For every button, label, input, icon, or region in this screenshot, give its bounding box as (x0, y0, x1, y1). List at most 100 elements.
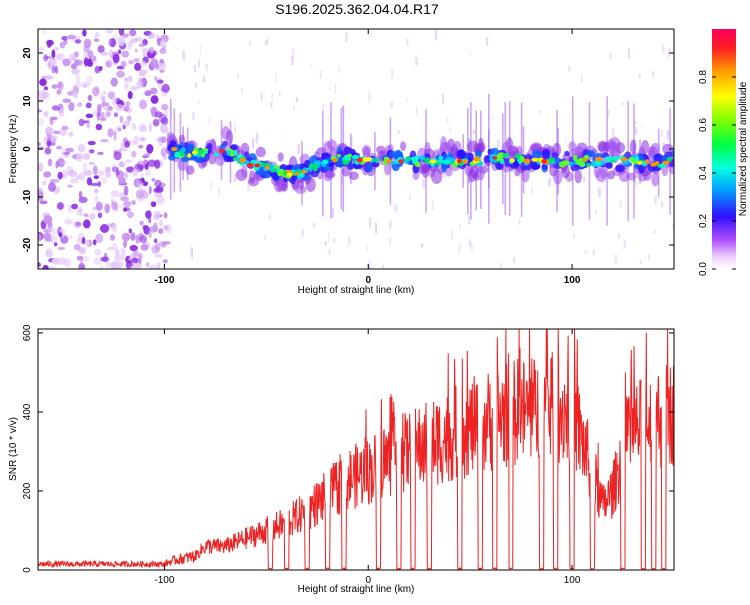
noise-speck (95, 233, 104, 243)
noise-speck (56, 54, 61, 59)
noise-speck (153, 210, 161, 221)
ridge-blob (438, 155, 444, 160)
snr-y-label: SNR (10 * v/v) (8, 417, 19, 481)
ridge-blob (541, 159, 547, 164)
ridge-blob (597, 140, 608, 152)
noise-speck (140, 177, 145, 183)
noise-speck (130, 265, 138, 269)
spectrogram-y-ticks: -20 -10 0 10 20 (22, 47, 674, 252)
ridge-blob (650, 142, 661, 156)
noise-speck (161, 103, 169, 111)
noise-speck (97, 151, 104, 155)
noise-speck (129, 29, 137, 37)
faint-streak (612, 128, 615, 137)
noise-speck (80, 257, 84, 267)
faint-streak (467, 215, 470, 225)
ridge-blob (620, 157, 628, 162)
chart-title: S196.2025.362.04.04.R17 (275, 1, 439, 17)
faint-streak (293, 105, 295, 111)
faint-streak (389, 236, 391, 244)
ridge-blob (356, 157, 363, 163)
noise-speck (148, 217, 152, 224)
noise-speck (74, 81, 82, 88)
noise-speck (107, 246, 115, 251)
noise-speck (125, 101, 131, 108)
noise-speck (45, 248, 53, 258)
ridge-blob (222, 140, 228, 147)
noise-speck (39, 200, 48, 205)
faint-streak (375, 222, 377, 234)
ridge-blob (470, 165, 479, 179)
faint-streak (442, 94, 444, 105)
faint-streak (199, 44, 201, 55)
noise-speck (94, 38, 100, 42)
noise-speck (145, 168, 151, 176)
faint-streak (265, 40, 267, 45)
noise-speck (51, 49, 56, 60)
noise-speck (38, 262, 41, 268)
noise-speck (137, 160, 145, 166)
faint-streak (415, 57, 418, 67)
faint-streak (622, 102, 624, 106)
noise-speck (64, 218, 73, 225)
noise-speck (116, 70, 125, 78)
ridge-blob (563, 160, 570, 165)
noise-speck (132, 37, 138, 43)
ridge-blob (332, 157, 338, 163)
faint-streak (270, 102, 273, 108)
x-tick-label: -100 (154, 575, 174, 586)
ridge-blob (239, 157, 246, 163)
noise-speck (147, 32, 156, 39)
noise-speck (97, 181, 102, 187)
faint-streak (416, 106, 418, 115)
faint-streak (486, 37, 489, 46)
noise-speck (150, 58, 159, 68)
noise-speck (154, 192, 163, 198)
noise-speck (158, 63, 165, 68)
faint-streak (241, 88, 243, 93)
noise-speck (88, 149, 95, 154)
noise-speck (68, 131, 74, 137)
noise-speck (123, 239, 127, 249)
faint-streak (198, 59, 200, 68)
faint-streak (531, 186, 533, 195)
noise-speck (105, 111, 111, 118)
noise-speck (105, 61, 112, 68)
faint-streak (292, 48, 294, 60)
noise-speck (162, 225, 169, 231)
noise-speck (156, 79, 164, 84)
noise-speck (133, 58, 140, 63)
faint-streak (390, 102, 393, 108)
faint-streak (500, 262, 502, 269)
ridge-blob (436, 161, 441, 166)
faint-streak (252, 138, 254, 149)
ridge-blob (410, 156, 418, 162)
noise-speck (158, 241, 168, 246)
faint-streak (548, 177, 551, 187)
faint-streak (190, 245, 192, 256)
faint-streak (539, 110, 542, 114)
noise-speck (66, 184, 73, 188)
ridge-blob (442, 159, 451, 165)
ridge-blob (390, 161, 397, 165)
colorbar-gradient (712, 29, 736, 269)
noise-speck (96, 170, 105, 177)
faint-streak (202, 76, 206, 83)
noise-speck (121, 232, 131, 241)
ridge-blob (241, 165, 248, 178)
noise-speck (127, 91, 133, 99)
noise-speck (122, 120, 131, 126)
noise-speck (58, 129, 67, 136)
ridge-blob (265, 165, 270, 170)
noise-speck (99, 93, 104, 101)
ridge-blob (475, 149, 482, 158)
noise-speck (120, 254, 124, 261)
faint-streak (513, 257, 515, 263)
ridge-blob (440, 136, 447, 153)
noise-speck (132, 250, 139, 258)
noise-speck (146, 144, 154, 154)
ridge-blob (361, 145, 372, 156)
faint-streak (583, 176, 586, 182)
noise-speck (75, 75, 81, 83)
noise-speck (139, 220, 144, 226)
